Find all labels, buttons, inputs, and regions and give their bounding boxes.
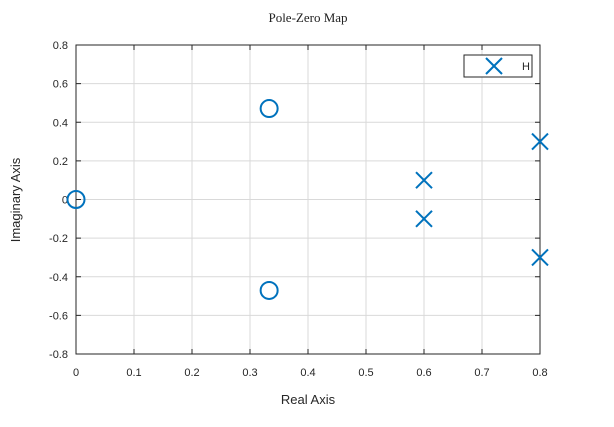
x-tick-label: 0 bbox=[73, 367, 79, 379]
y-tick-label: 0.8 bbox=[53, 40, 68, 52]
x-axis-label: Real Axis bbox=[281, 392, 336, 407]
zero-marker bbox=[259, 280, 279, 300]
axis-ticks: 0 0.1 0.2 0.3 0.4 0.5 0.6 0.7 0.8 -0.8 -0.6 -0.4 -0.… bbox=[49, 40, 548, 379]
y-tick-label: 0 bbox=[62, 195, 68, 207]
legend-marker-x bbox=[485, 57, 503, 75]
y-tick-label: -0.6 bbox=[49, 310, 68, 322]
y-tick-label: -0.2 bbox=[49, 233, 68, 245]
legend-label-h: H bbox=[522, 61, 530, 73]
legend: H bbox=[463, 54, 533, 78]
x-tick-label: 0.8 bbox=[532, 367, 547, 379]
legend-x-symbol bbox=[485, 57, 503, 75]
x-marker-stroke bbox=[485, 57, 503, 75]
grid-lines bbox=[76, 45, 540, 354]
x-tick-label: 0.4 bbox=[300, 367, 315, 379]
x-marker-stroke bbox=[531, 132, 549, 151]
legend-box bbox=[463, 54, 533, 78]
x-tick-label: 0.6 bbox=[416, 367, 431, 379]
y-tick-label: -0.8 bbox=[49, 349, 68, 361]
x-marker-stroke bbox=[415, 210, 433, 228]
pole-marker bbox=[415, 210, 433, 228]
zero-marker bbox=[66, 190, 86, 209]
zero-marker bbox=[259, 99, 279, 119]
pole-marker bbox=[531, 248, 549, 267]
x-marker-stroke bbox=[415, 171, 433, 189]
y-tick-label: 0.4 bbox=[53, 117, 68, 129]
x-tick-label: 0.2 bbox=[184, 367, 199, 379]
y-tick-label: 0.6 bbox=[53, 79, 68, 91]
x-tick-label: 0.1 bbox=[126, 367, 141, 379]
x-tick-label: 0.7 bbox=[474, 367, 489, 379]
pole-marker bbox=[531, 132, 549, 151]
x-tick-label: 0.5 bbox=[358, 367, 373, 379]
y-axis-label: Imaginary Axis bbox=[8, 157, 23, 242]
y-tick-label: -0.4 bbox=[49, 272, 68, 284]
data-markers bbox=[66, 99, 549, 300]
x-tick-label: 0.3 bbox=[242, 367, 257, 379]
pole-marker bbox=[415, 171, 433, 189]
y-tick-label: 0.2 bbox=[53, 156, 68, 168]
x-marker-stroke bbox=[531, 248, 549, 267]
chart-title: Pole-Zero Map bbox=[268, 10, 347, 25]
